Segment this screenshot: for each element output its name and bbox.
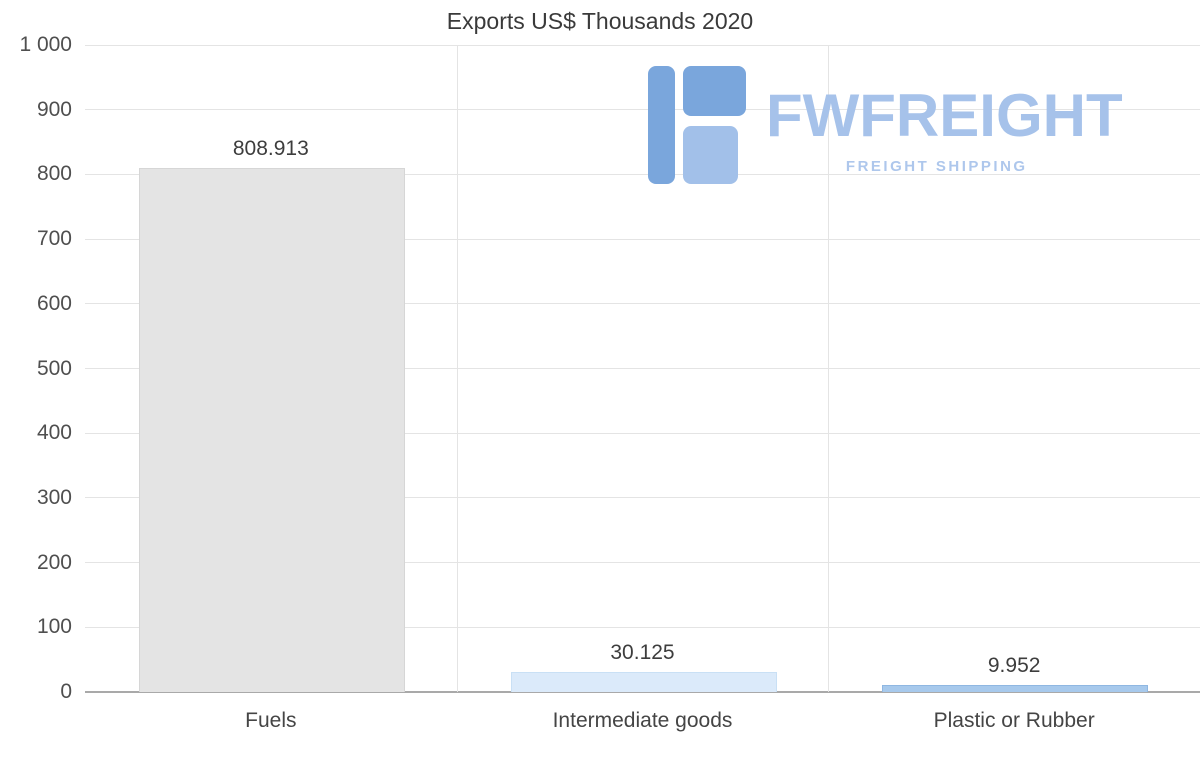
x-axis-category-label: Intermediate goods — [552, 709, 733, 732]
gridline — [85, 44, 1200, 46]
bar-fuels[interactable] — [138, 167, 405, 692]
x-axis-line — [85, 691, 1200, 693]
y-tick-label: 100 — [36, 615, 72, 639]
x-axis: Fuels Intermediate goods Plastic or Rubber — [85, 706, 1200, 746]
gridline — [85, 497, 1200, 499]
y-tick-label: 300 — [36, 485, 72, 509]
vertical-gridline — [828, 45, 830, 692]
bar-intermediate-goods[interactable] — [510, 671, 777, 692]
y-tick-label: 900 — [36, 97, 72, 121]
vertical-gridline — [456, 45, 458, 692]
y-tick-label: 800 — [36, 162, 72, 186]
brand-watermark: FWFREIGHT FREIGHT SHIPPING — [648, 66, 1123, 189]
gridline — [85, 109, 1200, 111]
x-axis-category-label: Plastic or Rubber — [933, 709, 1095, 732]
logo-top-arm-shape — [683, 66, 746, 116]
gridline — [85, 173, 1200, 175]
chart-title: Exports US$ Thousands 2020 — [446, 8, 754, 34]
brand-text-block: FWFREIGHT FREIGHT SHIPPING — [766, 86, 1123, 189]
y-tick-label: 200 — [36, 550, 72, 574]
gridline — [85, 303, 1200, 305]
logo-stem-shape — [648, 66, 675, 184]
logo-bottom-arm-shape — [683, 126, 738, 184]
y-tick-label: 500 — [36, 356, 72, 380]
y-tick-label: 600 — [36, 291, 72, 315]
gridline — [85, 626, 1200, 628]
y-tick-label: 400 — [36, 421, 72, 445]
y-axis: 0 100 200 300 400 500 600 700 800 900 1 000 — [0, 33, 72, 703]
y-tick-label: 700 — [36, 227, 72, 251]
bar-plastic-or-rubber[interactable] — [882, 684, 1149, 692]
brand-name: FWFREIGHT — [766, 82, 1123, 149]
fwfreight-logo-icon — [648, 66, 746, 189]
plot-area: 808.913 30.125 9.952 — [85, 44, 1200, 693]
x-axis-category-label: Fuels — [245, 709, 297, 732]
gridline — [85, 238, 1200, 240]
gridline — [85, 562, 1200, 564]
brand-tagline: FREIGHT SHIPPING — [845, 158, 1028, 175]
bar-value-label: 808.913 — [232, 136, 309, 160]
bar-value-label: 9.952 — [987, 653, 1041, 677]
y-tick-label: 1 000 — [19, 33, 72, 56]
gridline — [85, 368, 1200, 369]
bar-value-label: 30.125 — [610, 640, 675, 664]
y-tick-label: 0 — [60, 680, 72, 703]
gridline — [85, 432, 1200, 434]
